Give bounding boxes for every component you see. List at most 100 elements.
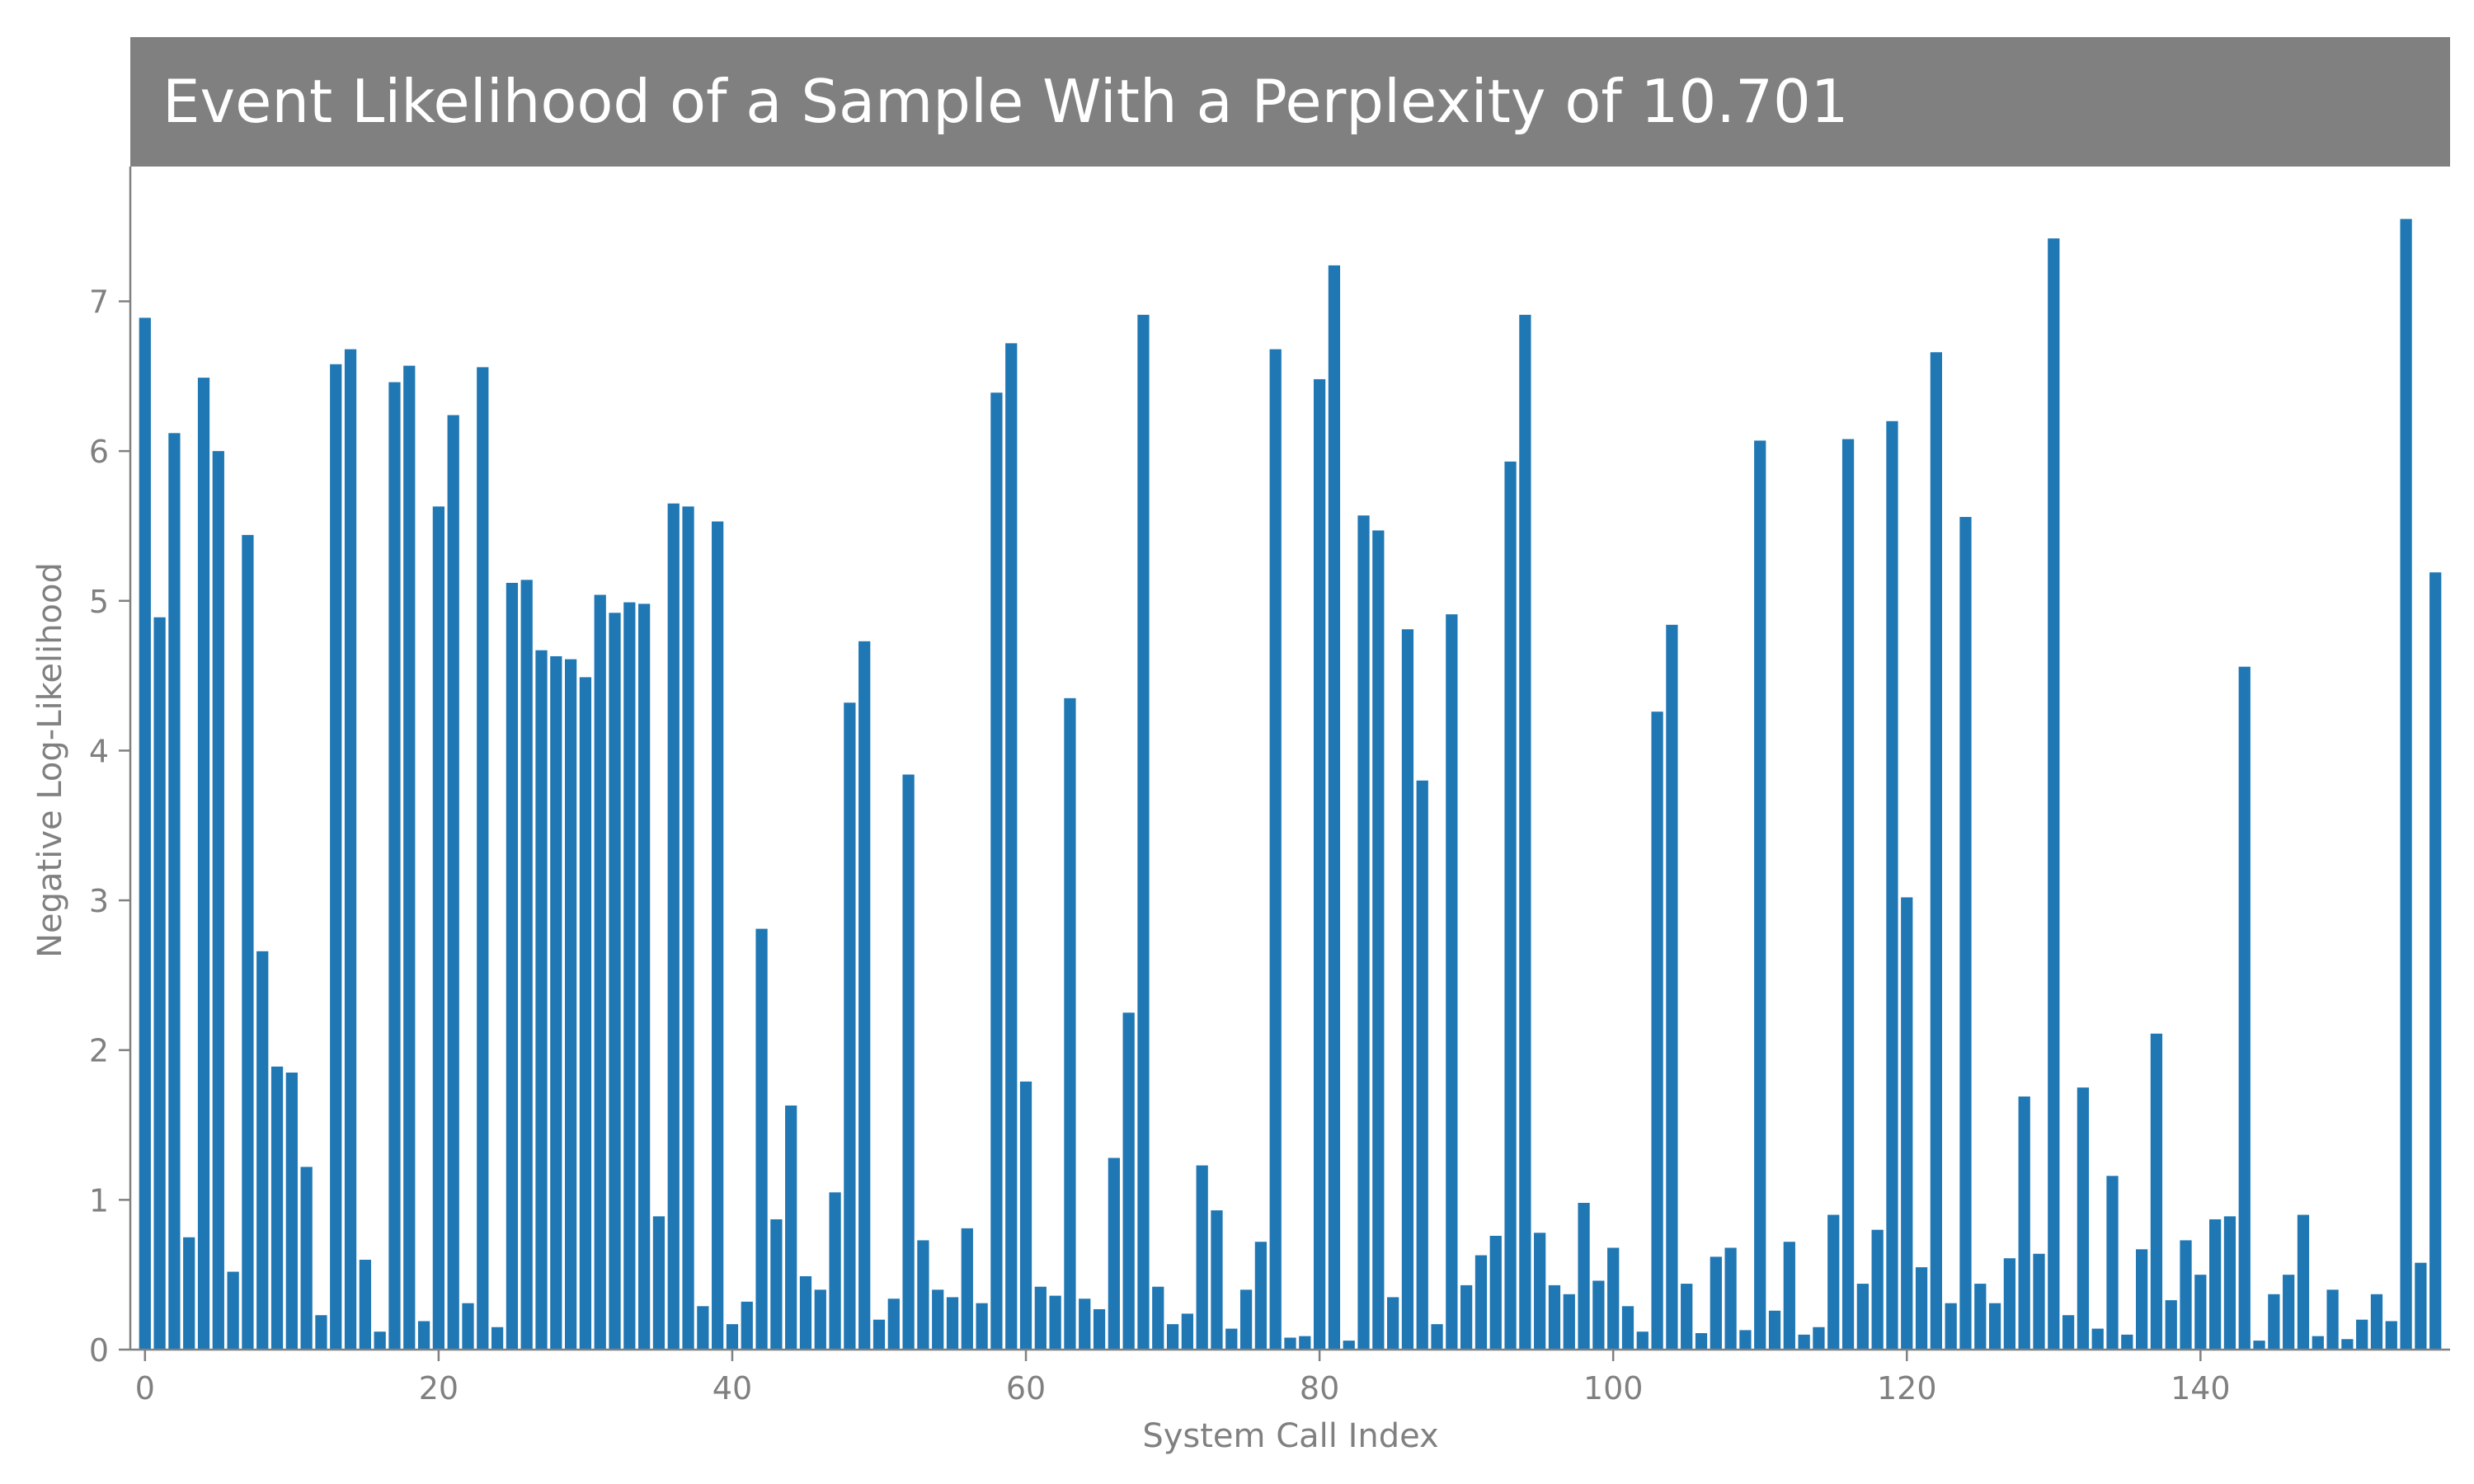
bar-138: [2165, 1300, 2177, 1350]
bar-17: [388, 382, 401, 1350]
bar-19: [417, 1321, 430, 1350]
bar-3: [183, 1237, 195, 1350]
bar-71: [1181, 1313, 1193, 1350]
bar-43: [770, 1219, 783, 1350]
bar-40: [726, 1324, 739, 1350]
y-tick-label-2: 2: [89, 1033, 109, 1069]
bar-129: [2033, 1253, 2045, 1350]
bar-2: [168, 433, 181, 1350]
bar-148: [2312, 1336, 2324, 1350]
x-tick-label-120: 120: [1877, 1370, 1937, 1407]
y-tick-label-6: 6: [89, 434, 109, 470]
bar-114: [1813, 1327, 1825, 1350]
y-tick-label-4: 4: [89, 733, 109, 769]
bar-57: [976, 1303, 988, 1350]
bar-36: [667, 503, 680, 1350]
bar-52: [902, 774, 915, 1350]
bar-111: [1768, 1310, 1781, 1350]
bar-46: [814, 1289, 826, 1350]
bar-20: [432, 506, 444, 1350]
bar-53: [917, 1240, 929, 1350]
bar-112: [1783, 1242, 1795, 1350]
bar-34: [638, 603, 651, 1350]
bar-72: [1196, 1165, 1208, 1350]
bar-97: [1563, 1294, 1575, 1350]
y-axis-label: Negative Log-Likelihood: [31, 562, 69, 958]
bar-108: [1724, 1247, 1737, 1350]
x-tick-label-60: 60: [1006, 1370, 1046, 1407]
y-tick-label-5: 5: [89, 584, 109, 620]
bar-144: [2253, 1341, 2265, 1350]
bar-75: [1239, 1289, 1253, 1350]
bar-1: [153, 617, 166, 1350]
bar-66: [1108, 1158, 1120, 1350]
bar-55: [946, 1297, 959, 1350]
bar-11: [300, 1167, 313, 1350]
bar-104: [1666, 624, 1678, 1350]
bar-26: [520, 580, 533, 1350]
bar-76: [1254, 1242, 1268, 1350]
bar-32: [609, 613, 621, 1350]
bar-146: [2283, 1275, 2295, 1350]
bar-134: [2106, 1176, 2119, 1350]
bar-132: [2077, 1087, 2090, 1350]
bar-115: [1827, 1214, 1840, 1350]
bar-100: [1607, 1247, 1620, 1350]
bar-141: [2209, 1219, 2222, 1350]
bar-56: [961, 1228, 973, 1350]
bar-126: [1988, 1303, 2001, 1350]
bar-88: [1431, 1324, 1443, 1350]
bar-124: [1959, 517, 1972, 1350]
bar-152: [2370, 1294, 2383, 1350]
x-tick-label-0: 0: [135, 1370, 155, 1407]
x-tick-label-40: 40: [713, 1370, 752, 1407]
bar-82: [1343, 1341, 1355, 1350]
bar-151: [2356, 1319, 2368, 1350]
bar-90: [1460, 1284, 1473, 1350]
bar-130: [2048, 238, 2060, 1350]
bar-16: [374, 1331, 386, 1350]
bar-109: [1739, 1330, 1752, 1350]
x-tick-label-100: 100: [1583, 1370, 1644, 1407]
bar-137: [2150, 1033, 2163, 1350]
bar-116: [1841, 439, 1855, 1350]
bar-92: [1489, 1235, 1502, 1350]
bar-14: [344, 349, 357, 1350]
bar-96: [1548, 1284, 1561, 1350]
bar-21: [447, 415, 459, 1350]
bar-30: [579, 677, 592, 1350]
chart-title: Event Likelihood of a Sample With a Perp…: [162, 67, 1849, 136]
bar-81: [1328, 265, 1341, 1350]
y-tick-label-3: 3: [89, 883, 109, 919]
bar-106: [1695, 1333, 1708, 1350]
bar-79: [1299, 1336, 1311, 1350]
bar-62: [1049, 1295, 1061, 1350]
bar-120: [1901, 897, 1913, 1350]
x-tick-label-140: 140: [2171, 1370, 2231, 1407]
bar-68: [1137, 314, 1150, 1350]
bar-131: [2062, 1315, 2075, 1350]
bar-133: [2091, 1328, 2104, 1350]
bar-123: [1945, 1303, 1957, 1350]
bar-60: [1019, 1081, 1032, 1350]
bar-84: [1372, 530, 1385, 1350]
chart-title-band: Event Likelihood of a Sample With a Perp…: [130, 37, 2450, 167]
bar-127: [2003, 1258, 2015, 1350]
bar-38: [697, 1306, 709, 1350]
bar-121: [1915, 1267, 1928, 1350]
bar-15: [359, 1260, 371, 1350]
bar-153: [2385, 1321, 2397, 1350]
bar-18: [403, 365, 416, 1350]
bar-7: [242, 534, 254, 1350]
bar-147: [2297, 1214, 2310, 1350]
bar-155: [2415, 1262, 2427, 1350]
bar-73: [1211, 1210, 1223, 1350]
bar-5: [212, 451, 224, 1350]
bar-33: [623, 602, 636, 1350]
bar-142: [2223, 1216, 2236, 1350]
bar-117: [1856, 1284, 1869, 1350]
bar-95: [1534, 1233, 1546, 1350]
bar-77: [1269, 349, 1282, 1350]
bar-149: [2326, 1289, 2339, 1350]
